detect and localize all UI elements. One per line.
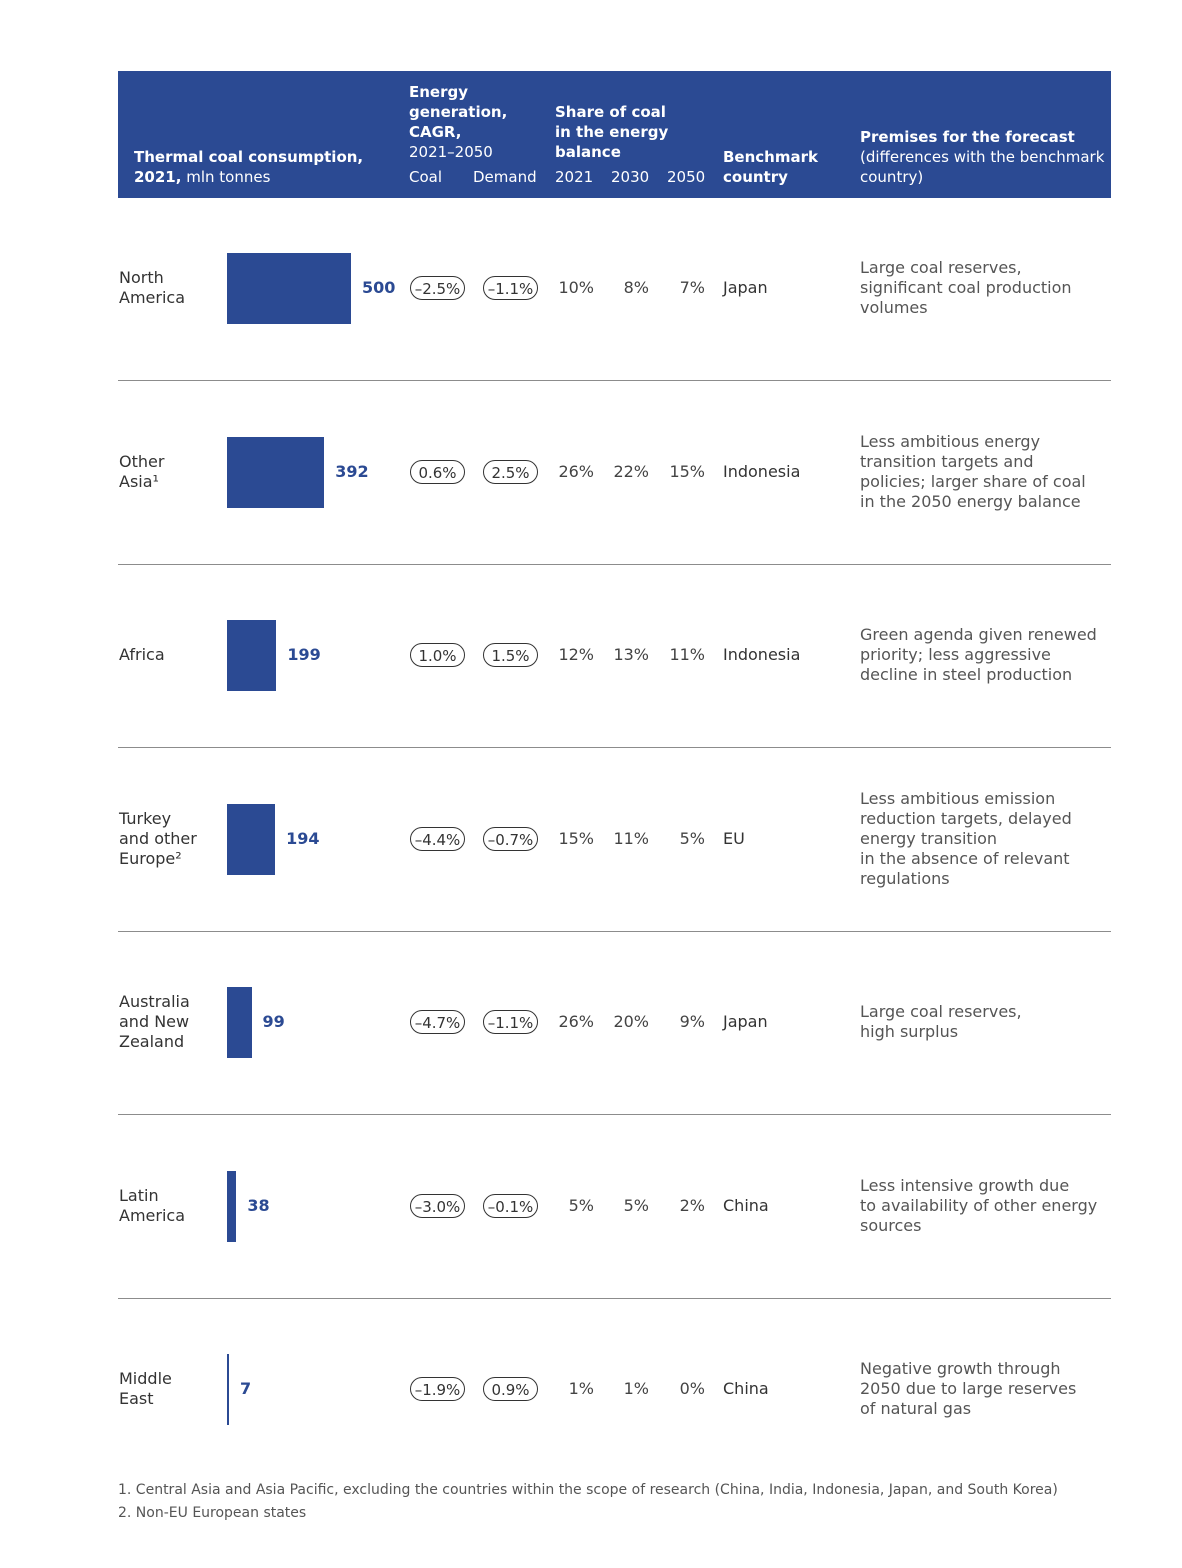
header-cagr: Energy generation, CAGR, 2021–2050 xyxy=(409,83,508,161)
share-2030: 22% xyxy=(613,461,649,481)
premises-text: Large coal reserves, significant coal pro… xyxy=(860,258,1072,317)
share-2030: 1% xyxy=(623,1379,649,1398)
benchmark-country: Japan xyxy=(723,278,768,297)
header-year-2030: 2030 xyxy=(611,168,650,186)
share-2021: 15% xyxy=(558,828,594,848)
share-2021: 1% xyxy=(568,1379,594,1398)
bar-value-label: 99 xyxy=(262,1012,285,1031)
share-2021: 26% xyxy=(558,461,594,481)
header-cagr-coal: Coal xyxy=(409,168,443,186)
share-2050: 7% xyxy=(679,278,705,297)
share-2021: 10% xyxy=(558,278,594,297)
region-label: Latin America xyxy=(119,1185,185,1225)
share-2050: 2% xyxy=(679,1195,705,1215)
bar-1 xyxy=(227,436,325,508)
header-cagr-demand: Demand xyxy=(473,168,537,186)
share-2021: 12% xyxy=(558,645,594,664)
cagr-coal-pill: –3.0% xyxy=(410,1193,465,1218)
share-2030: 13% xyxy=(613,645,649,664)
footnote-2: 2. Non-EU European states xyxy=(118,1505,307,1521)
cagr-demand-pill: –0.7% xyxy=(483,826,538,851)
cagr-demand-pill: –1.1% xyxy=(483,276,538,300)
bar-value-label: 199 xyxy=(287,645,321,664)
premises-text: Less ambitious emission reduction targets… xyxy=(860,788,1072,888)
share-2050: 0% xyxy=(679,1379,705,1398)
bar-4 xyxy=(227,987,252,1058)
premises-text: Less intensive growth due to availability… xyxy=(860,1175,1098,1235)
benchmark-country: China xyxy=(723,1195,769,1215)
share-2050: 5% xyxy=(679,828,705,848)
row-separator xyxy=(118,1297,1111,1299)
share-2050: 11% xyxy=(669,645,705,664)
cagr-demand-pill: 1.5% xyxy=(483,643,538,667)
benchmark-country: Indonesia xyxy=(723,645,801,664)
share-2050: 9% xyxy=(679,1012,705,1031)
share-2030: 11% xyxy=(613,828,649,848)
header-share: Share of coal in the energy balance xyxy=(555,103,669,161)
table-header: Thermal coal consumption, 2021, mln tonn… xyxy=(118,71,1111,198)
cagr-coal-pill: –1.9% xyxy=(410,1377,465,1401)
bar-0 xyxy=(227,253,351,324)
row-separator xyxy=(118,930,1111,932)
share-2030: 8% xyxy=(623,278,649,297)
region-label: Middle East xyxy=(119,1369,172,1408)
cagr-coal-pill: –4.7% xyxy=(410,1010,465,1034)
header-benchmark: Benchmark country xyxy=(723,148,818,186)
share-2050: 15% xyxy=(669,461,705,481)
row-separator xyxy=(118,563,1111,565)
region-label: Africa xyxy=(119,645,165,664)
header-year-2050: 2050 xyxy=(667,168,706,186)
region-label: Turkey and other Europe² xyxy=(119,808,197,868)
share-2021: 26% xyxy=(558,1012,594,1031)
bar-value-label: 500 xyxy=(362,278,396,297)
bar-value-label: 38 xyxy=(247,1195,270,1215)
bar-5 xyxy=(227,1170,237,1242)
share-2030: 20% xyxy=(613,1012,649,1031)
bar-2 xyxy=(227,620,277,691)
premises-text: Green agenda given renewed priority; less… xyxy=(860,625,1097,684)
premises-text: Negative growth through 2050 due to large… xyxy=(860,1359,1077,1418)
bar-value-label: 7 xyxy=(240,1379,252,1398)
cagr-coal-pill: –2.5% xyxy=(410,276,465,300)
cagr-demand-pill: –0.1% xyxy=(483,1193,538,1218)
bar-6 xyxy=(227,1354,229,1425)
benchmark-country: Indonesia xyxy=(723,461,801,481)
cagr-demand-pill: 0.9% xyxy=(483,1377,538,1401)
premises-text: Large coal reserves, high surplus xyxy=(860,1002,1022,1041)
footnote-1: 1. Central Asia and Asia Pacific, exclud… xyxy=(118,1482,1058,1498)
header-year-2021: 2021 xyxy=(555,168,594,186)
share-2021: 5% xyxy=(568,1195,594,1215)
share-2030: 5% xyxy=(623,1195,649,1215)
premises-text: Less ambitious energy transition targets … xyxy=(860,431,1086,511)
bar-value-label: 194 xyxy=(286,828,320,848)
cagr-coal-pill: –4.4% xyxy=(410,826,465,851)
benchmark-country: EU xyxy=(723,828,745,848)
region-label: Other Asia¹ xyxy=(119,451,165,491)
row-separator xyxy=(118,380,1111,381)
header-consumption: Thermal coal consumption, 2021, mln tonn… xyxy=(134,148,364,186)
region-label: Australia and New Zealand xyxy=(119,992,190,1051)
benchmark-country: China xyxy=(723,1379,769,1398)
cagr-demand-pill: 2.5% xyxy=(483,459,538,484)
row-separator xyxy=(118,1114,1111,1115)
header-premises: Premises for the forecast (differences wi… xyxy=(860,128,1105,186)
region-label: North America xyxy=(119,268,185,307)
bar-3 xyxy=(227,803,276,875)
benchmark-country: Japan xyxy=(723,1012,768,1031)
bar-value-label: 392 xyxy=(335,461,369,481)
row-separator xyxy=(118,747,1111,748)
cagr-coal-pill: 0.6% xyxy=(410,459,465,484)
cagr-demand-pill: –1.1% xyxy=(483,1010,538,1034)
cagr-coal-pill: 1.0% xyxy=(410,643,465,667)
